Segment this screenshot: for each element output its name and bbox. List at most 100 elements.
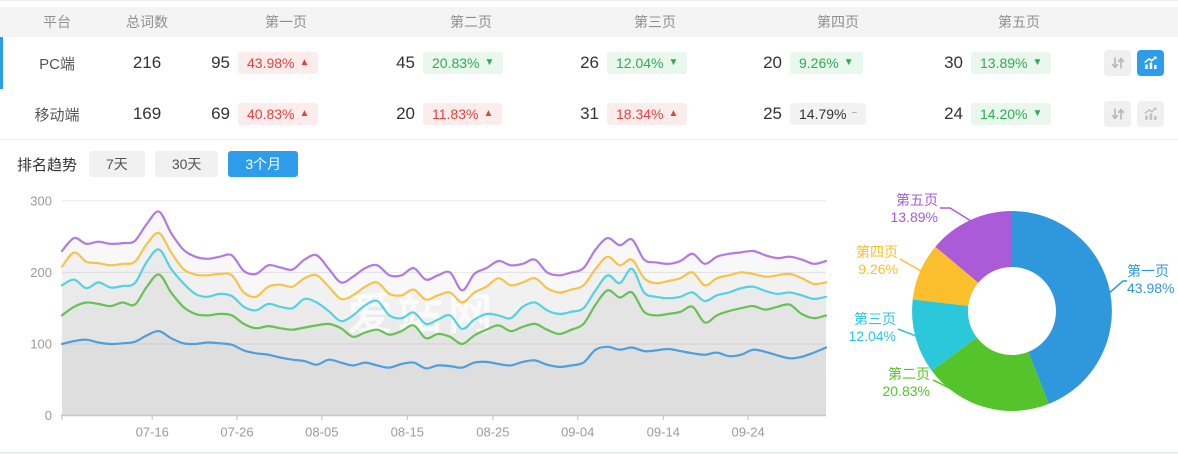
down-arrow-icon: ▼ xyxy=(843,57,854,68)
tab-range-0[interactable]: 7天 xyxy=(89,151,145,177)
column-header-3: 第二页 xyxy=(450,14,492,30)
page-cell: 20 11.83% ▲ xyxy=(381,89,565,139)
page-count: 25 xyxy=(763,104,782,123)
donut-label-name: 第四页 xyxy=(856,244,898,260)
column-header-5: 第四页 xyxy=(817,14,859,30)
x-axis-label: 08-15 xyxy=(391,425,424,440)
donut-slice-第五页[interactable] xyxy=(935,211,1012,283)
page-change-badge: 11.83% ▲ xyxy=(423,103,503,125)
x-axis-label: 09-14 xyxy=(647,425,680,440)
donut-label-name: 第五页 xyxy=(896,192,938,208)
page-change-badge: 12.04% ▼ xyxy=(607,52,688,74)
donut-label-第五页: 第五页 13.89% xyxy=(891,192,938,226)
label-leader-line xyxy=(940,207,972,222)
row-actions xyxy=(1104,37,1174,89)
down-arrow-icon: ▼ xyxy=(668,57,679,68)
x-axis-label: 07-16 xyxy=(136,425,169,440)
column-header-1: 总词数 xyxy=(126,14,168,30)
series-area xyxy=(62,232,826,416)
donut-label-percent: 9.26% xyxy=(858,261,898,277)
donut-label-percent: 12.04% xyxy=(848,328,896,344)
column-header-0: 平台 xyxy=(43,14,71,30)
page-cell: 69 40.83% ▲ xyxy=(196,89,380,139)
trend-chart-icon xyxy=(1143,107,1157,120)
series-line-第一页 xyxy=(60,329,828,370)
x-axis-label: 07-26 xyxy=(220,425,253,440)
sort-arrows-icon xyxy=(1111,57,1124,69)
up-arrow-icon: ▲ xyxy=(299,57,310,68)
page-cell: 20 9.26% ▼ xyxy=(748,37,932,89)
tab-range-2[interactable]: 3个月 xyxy=(228,151,299,177)
y-axis-label: 300 xyxy=(30,193,52,208)
show-trend-button[interactable] xyxy=(1137,101,1164,127)
show-trend-button[interactable] xyxy=(1137,50,1164,76)
x-axis-label: 09-24 xyxy=(731,425,764,440)
trend-chart-icon xyxy=(1143,56,1157,69)
page-cell: 45 20.83% ▼ xyxy=(381,37,565,89)
page-share-donut-chart: 第一页 43.98% 第二页 20.83% 第三页 12.04% 第四页 9.2… xyxy=(838,181,1178,431)
down-arrow-icon: ▼ xyxy=(484,57,495,68)
label-leader-line xyxy=(932,379,985,406)
platform-label: 移动端 xyxy=(34,106,80,124)
series-line-第五页 xyxy=(60,210,828,292)
page-cell: 24 14.20% ▼ xyxy=(929,89,1113,139)
donut-slice-第四页[interactable] xyxy=(912,246,979,306)
page-count: 95 xyxy=(211,53,230,72)
series-area xyxy=(62,274,826,416)
page-count: 20 xyxy=(763,53,782,72)
page-count: 45 xyxy=(396,53,415,72)
trend-title: 排名趋势 xyxy=(17,156,78,174)
page-count: 24 xyxy=(944,104,963,123)
y-axis-label: 0 xyxy=(45,408,52,423)
page-cell: 31 18.34% ▲ xyxy=(565,89,749,139)
up-arrow-icon: ▲ xyxy=(483,108,494,119)
total-words: 169 xyxy=(132,104,162,123)
column-header-2: 第一页 xyxy=(265,14,307,30)
donut-label-第四页: 第四页 9.26% xyxy=(856,244,898,278)
page-change-badge: 13.89% ▼ xyxy=(971,52,1052,74)
page-cell: 25 14.79% − xyxy=(748,89,932,139)
page-count: 30 xyxy=(944,53,963,72)
x-axis-label: 08-25 xyxy=(476,425,509,440)
page-change-badge: 40.83% ▲ xyxy=(238,103,319,125)
table-row-PC端[interactable]: PC端 216 95 43.98% ▲ 45 20.83% ▼ 26 12.04% ▼… xyxy=(0,37,1178,90)
page-count: 20 xyxy=(396,104,415,123)
column-header-6: 第五页 xyxy=(998,14,1040,30)
page-change-badge: 14.20% ▼ xyxy=(971,103,1052,125)
donut-svg xyxy=(897,207,1127,411)
sort-button[interactable] xyxy=(1104,50,1131,76)
page-cell: 26 12.04% ▼ xyxy=(565,37,749,89)
page-count: 69 xyxy=(211,104,230,123)
page-count: 31 xyxy=(580,104,599,123)
x-axis-label: 08-05 xyxy=(305,425,338,440)
donut-label-第一页: 第一页 43.98% xyxy=(1127,263,1174,297)
page-cell: 95 43.98% ▲ xyxy=(196,37,380,89)
sort-button[interactable] xyxy=(1104,101,1131,127)
donut-label-name: 第二页 xyxy=(888,366,930,382)
up-arrow-icon: ▲ xyxy=(299,108,310,119)
donut-label-percent: 20.83% xyxy=(882,383,930,399)
label-leader-line xyxy=(897,328,917,337)
row-actions xyxy=(1104,89,1174,139)
label-leader-line xyxy=(1107,280,1127,295)
donut-label-第二页: 第二页 20.83% xyxy=(883,366,930,400)
donut-slice-第二页[interactable] xyxy=(931,337,1049,411)
rank-table: 平台 总词数 第一页 第二页 第三页 第四页 第五页 PC端 216 95 43.98% ▲ … xyxy=(0,1,1178,140)
donut-slice-第三页[interactable] xyxy=(912,299,977,371)
y-axis-label: 100 xyxy=(30,337,52,352)
x-axis-label: 09-04 xyxy=(561,425,594,440)
down-arrow-icon: ▼ xyxy=(1032,57,1043,68)
label-leader-line xyxy=(899,258,922,272)
series-line-第四页 xyxy=(60,231,828,304)
platform-label: PC端 xyxy=(39,55,75,73)
donut-label-percent: 43.98% xyxy=(1127,280,1175,296)
table-row-移动端[interactable]: 移动端 169 69 40.83% ▲ 20 11.83% ▲ 31 18.34% ▲… xyxy=(0,89,1178,140)
trend-toolbar: 排名趋势 7天 30天 3个月 xyxy=(17,148,308,180)
donut-slice-第一页[interactable] xyxy=(1012,211,1112,404)
sort-arrows-icon xyxy=(1111,108,1124,120)
up-arrow-icon: ▲ xyxy=(668,108,679,119)
series-line-第三页 xyxy=(60,248,828,331)
tab-range-1[interactable]: 30天 xyxy=(154,151,219,177)
